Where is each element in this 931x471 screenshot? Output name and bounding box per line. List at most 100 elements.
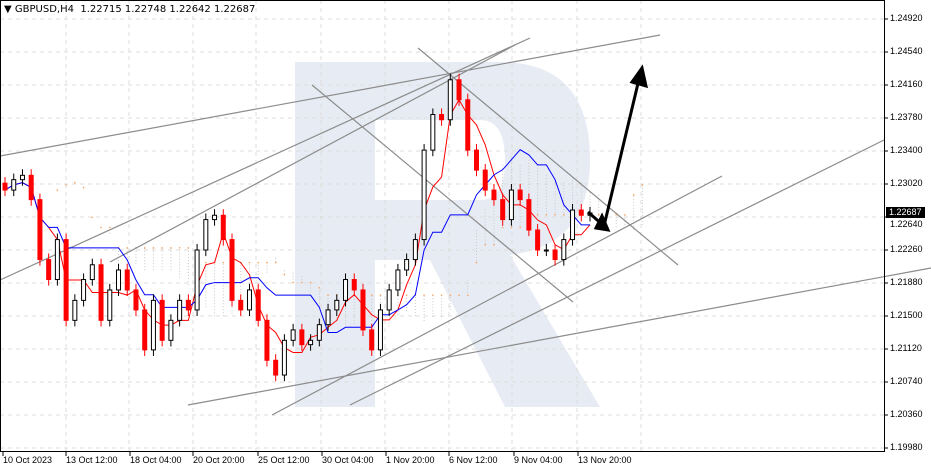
cloud-edge [405,294,408,296]
candle [404,259,410,271]
candle [72,299,78,321]
candle [561,239,567,261]
candle [194,249,200,311]
cloud-edge [65,184,67,186]
grid [0,0,888,456]
x-tick-label: 18 Oct 04:00 [130,455,182,465]
low-price: 1.22642 [169,4,211,15]
cloud-edge [257,261,260,264]
trend-line [187,267,931,406]
collapse-triangle-icon[interactable]: ▼ [4,4,12,15]
y-tick-label: 1.20360 [890,409,923,419]
cloud-edge [152,247,155,249]
candle [517,189,523,201]
candle [220,214,226,241]
x-tick-label: 10 Oct 2023 [3,455,53,465]
cloud-edge [205,261,207,264]
cloud-edge [82,186,85,189]
cloud-edge [274,261,277,264]
candle [37,199,43,261]
x-tick-label: 25 Oct 12:00 [258,455,310,465]
y-tick-label: 1.24160 [890,79,923,89]
cloud-edge [170,247,172,249]
candle [482,169,488,191]
cloud-edge [641,184,644,186]
candle [246,289,252,311]
cloud-edge [458,294,460,296]
candle [308,339,314,346]
cloud-edge [563,214,565,216]
y-tick-label: 1.20740 [890,376,923,386]
candle [535,229,541,251]
cloud-edge [475,261,478,264]
candle [98,264,104,321]
cloud-edge [283,273,286,276]
candle [124,269,130,291]
candle [212,214,218,221]
x-tick-label: 9 Nov 04:00 [514,455,563,465]
candle [290,329,296,341]
cloud-edge [143,247,146,249]
candle [63,239,69,321]
x-tick-label: 30 Oct 04:00 [322,455,374,465]
cloud-edge [545,214,548,216]
candle [142,309,148,351]
candle [11,179,17,191]
x-tick-label: 20 Oct 20:00 [193,455,245,465]
cloud-edge [466,294,469,296]
candle [150,299,156,351]
candle [133,289,139,311]
cloud-edge [91,216,94,219]
cloud-edge [301,281,303,284]
open-price: 1.22715 [80,4,122,15]
chart-header: ▼ GBPUSD,H4 1.22715 1.22748 1.22642 1.22… [4,4,256,15]
candle [552,249,558,261]
candle [28,174,34,201]
candle [369,329,375,351]
cloud-edge [519,226,521,229]
candle [447,79,453,121]
cloud-edge [493,243,495,246]
candle [229,239,235,301]
x-tick-label: 13 Oct 12:00 [66,455,118,465]
candle [325,309,331,326]
cloud-edge [100,226,102,229]
y-tick-label: 1.22640 [890,218,923,229]
candle [2,182,8,191]
y-tick-label: 1.24920 [890,13,923,23]
candle [107,289,113,321]
candle [264,319,270,361]
kijun-line [4,149,590,333]
cloud-edge [161,247,163,249]
candle [255,289,261,321]
candle [46,259,52,281]
candle [465,99,471,151]
cloud-edge [501,226,504,229]
y-tick-label: 1.21500 [890,310,923,320]
cloud-edge [484,243,487,246]
cloud-edge [309,281,312,284]
candle [543,249,549,252]
symbol: GBPUSD,H4 [14,4,74,15]
candle [508,189,514,221]
candle [54,239,60,281]
candle [456,79,462,101]
cloud-edge [266,261,268,264]
cloud-edge [318,286,321,289]
candle [299,329,305,346]
candle [185,299,191,311]
trend-line [0,37,531,281]
candle [491,189,497,201]
y-tick-label: 1.22260 [890,244,923,254]
candle [238,299,244,311]
cloud-edge [624,214,626,216]
candle [177,299,183,321]
cloud-edge [432,294,434,296]
candle [273,359,279,376]
cloud-edge [178,247,181,249]
close-price: 1.22687 [213,4,256,15]
candle [19,174,25,181]
y-tick-label: 1.24540 [890,46,923,56]
cloud-edge [597,214,600,216]
